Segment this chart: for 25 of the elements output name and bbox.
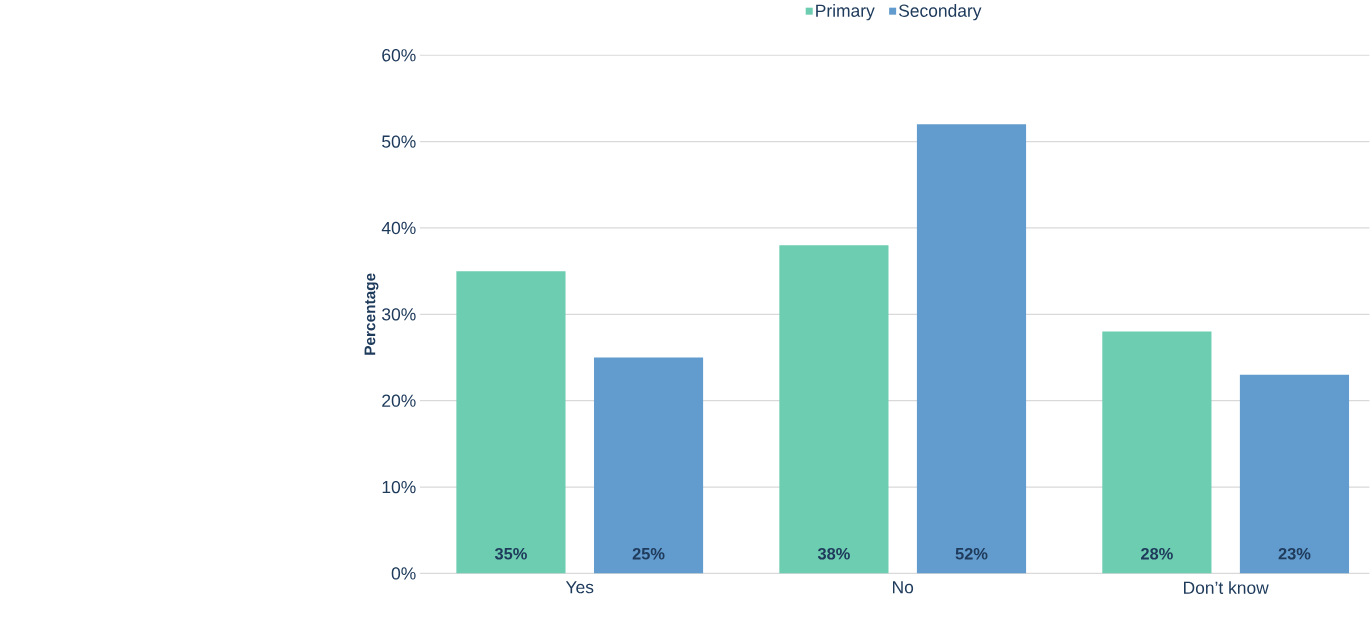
y-tick-label: 60% [382, 49, 416, 62]
bar [1102, 331, 1212, 574]
data-label: 38% [817, 548, 850, 560]
data-label: 52% [955, 548, 988, 560]
data-label: 23% [1278, 548, 1311, 560]
y-tick-label: 50% [382, 135, 416, 148]
bar [916, 124, 1027, 574]
data-label: 25% [632, 548, 665, 560]
bar [593, 357, 704, 574]
y-tick-label: 40% [381, 221, 416, 235]
y-tick-label: 30% [382, 308, 416, 321]
y-tick-label: 10% [382, 481, 416, 494]
bar [456, 271, 566, 574]
y-tick-label: 0% [391, 567, 416, 580]
y-tick-label: 20% [382, 394, 416, 408]
legend-label: Primary [816, 4, 875, 21]
x-tick-label: No [893, 581, 914, 594]
x-tick-label: Don’t know [1184, 581, 1269, 595]
y-axis-title: Percentage [364, 273, 379, 355]
bar [1239, 374, 1350, 574]
legend-label: Secondary [898, 4, 982, 21]
data-label: 35% [494, 548, 527, 560]
data-label: 28% [1141, 548, 1173, 560]
x-tick-label: Yes [565, 581, 594, 594]
bar [779, 245, 889, 574]
